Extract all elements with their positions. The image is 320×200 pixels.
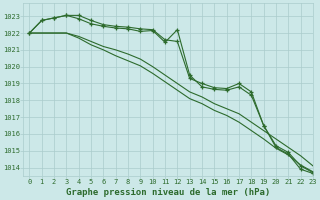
- X-axis label: Graphe pression niveau de la mer (hPa): Graphe pression niveau de la mer (hPa): [66, 188, 270, 197]
